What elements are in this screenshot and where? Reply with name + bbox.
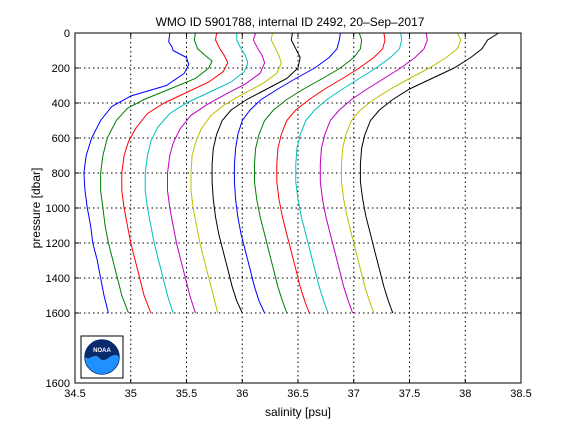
y-tick-label: 1600 <box>46 308 70 320</box>
profile-line-9 <box>254 32 363 314</box>
profile-line-5 <box>167 32 266 314</box>
x-tick-label: 36.5 <box>287 388 308 400</box>
x-tick-label: 37.5 <box>399 388 420 400</box>
y-tick-label: 800 <box>52 168 70 180</box>
profile-line-6 <box>190 32 282 314</box>
y-tick-label: 1000 <box>46 203 70 215</box>
profile-series <box>83 32 499 314</box>
y-tick-label: 400 <box>52 98 70 110</box>
profile-line-1 <box>83 32 190 314</box>
x-tick-label: 36 <box>236 388 248 400</box>
chart-title: WMO ID 5901788, internal ID 2492, 20–Sep… <box>156 15 425 29</box>
y-tick-label: 200 <box>52 63 70 75</box>
profile-line-8 <box>233 32 341 314</box>
y-tick-label: 1400 <box>46 273 70 285</box>
profile-line-13 <box>341 32 462 314</box>
profile-line-14 <box>359 32 499 314</box>
x-tick-label: 38.5 <box>510 388 531 400</box>
y-axis-label: pressure [dbar] <box>29 168 43 249</box>
y-tick-label-end: 1600 <box>46 378 70 390</box>
y-tick-label: 0 <box>64 28 70 40</box>
grid-lines <box>75 32 521 383</box>
profile-line-11 <box>295 32 403 314</box>
logo-text: NOAA <box>93 348 111 354</box>
x-tick-label: 35 <box>125 388 137 400</box>
y-tick-label: 600 <box>52 133 70 145</box>
profile-line-7 <box>211 32 301 314</box>
profile-line-4 <box>144 33 249 314</box>
x-tick-label: 35.5 <box>176 388 197 400</box>
noaa-logo: NOAA <box>80 335 124 379</box>
profile-line-10 <box>276 32 386 314</box>
profile-line-2 <box>100 32 213 314</box>
y-tick-label: 1200 <box>46 238 70 250</box>
x-tick-label: 38 <box>459 388 471 400</box>
profile-line-12 <box>319 32 428 314</box>
x-tick-label: 37 <box>348 388 360 400</box>
x-tick-label: 34.5 <box>64 388 85 400</box>
profile-line-3 <box>121 32 229 314</box>
x-axis-label: salinity [psu] <box>265 405 331 419</box>
axis-ticks: 34.5 35 35.5 36 36.5 37 37.5 38 38.5 0 200 400 600 80… <box>46 28 532 400</box>
